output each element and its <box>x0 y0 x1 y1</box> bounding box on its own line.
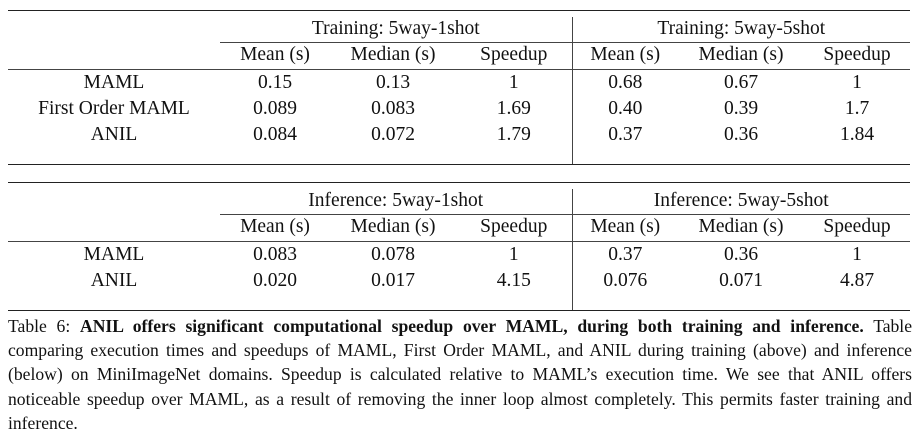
table-cell: 0.37 <box>608 124 643 145</box>
table-cell: 1.69 <box>456 96 573 122</box>
bottom-rule <box>8 294 910 311</box>
column-header-mean: Mean (s) <box>220 42 330 70</box>
caption-bold-summary: ANIL offers significant computational sp… <box>79 316 864 336</box>
row-label-method: MAML <box>83 72 145 93</box>
table-row: MAML 0.083 0.078 1 0.37 0.36 1 <box>8 241 910 268</box>
caption-label: Table 6: <box>8 316 71 336</box>
top-rule <box>8 10 910 17</box>
table-cell: 0.40 <box>608 98 643 119</box>
table-row: ANIL 0.020 0.017 4.15 0.076 0.071 4.87 <box>8 268 910 294</box>
table-cell: 0.13 <box>375 72 411 93</box>
table-cell: 0.083 <box>371 98 415 119</box>
table-cell: 0.36 <box>723 124 759 145</box>
column-header-median: Median (s) <box>678 42 804 70</box>
column-header-median: Median (s) <box>330 214 456 242</box>
group-header-inference-5shot: Inference: 5way-5shot <box>572 189 910 215</box>
table-cell: 0.078 <box>371 244 415 265</box>
table-cell: 0.083 <box>253 244 297 265</box>
row-label-method: First Order MAML <box>38 98 190 119</box>
table-cell: 1.84 <box>839 124 875 145</box>
column-header-mean: Mean (s) <box>572 214 678 242</box>
top-rule <box>8 182 910 189</box>
table-cell: 0.67 <box>723 72 759 93</box>
table-cell: 0.020 <box>253 270 297 291</box>
table-cell: 0.084 <box>253 124 297 145</box>
table-caption: Table 6: ANIL offers significant computa… <box>8 314 912 435</box>
group-header-row: Inference: 5way-1shot Inference: 5way-5s… <box>8 189 910 215</box>
table-cell: 0.076 <box>603 270 648 291</box>
column-header-speedup: Speedup <box>456 214 573 242</box>
table-cell: 0.68 <box>608 72 643 93</box>
caption-body: Table comparing execution times and spee… <box>8 316 913 433</box>
table-cell: 0.071 <box>719 270 763 291</box>
group-header-inference-1shot: Inference: 5way-1shot <box>220 189 573 215</box>
row-label-method: ANIL <box>90 124 138 145</box>
row-label-method: MAML <box>83 244 145 265</box>
row-label-method: ANIL <box>90 270 138 291</box>
column-header-mean: Mean (s) <box>220 214 330 242</box>
table-row: First Order MAML 0.089 0.083 1.69 0.40 0… <box>8 96 910 122</box>
table-cell: 1 <box>852 72 862 93</box>
table-cell: 0.39 <box>723 98 759 119</box>
table-cell: 4.87 <box>839 270 875 291</box>
column-header-row: Mean (s) Median (s) Speedup Mean (s) Med… <box>8 42 910 70</box>
table-cell: 1.79 <box>456 122 573 148</box>
group-header-training-1shot: Training: 5way-1shot <box>220 17 573 43</box>
table-cell: 4.15 <box>456 268 573 294</box>
inference-time-table: Inference: 5way-1shot Inference: 5way-5s… <box>8 182 910 311</box>
table-cell: 1.7 <box>844 98 870 119</box>
bottom-rule <box>8 148 910 165</box>
table-cell: 0.15 <box>257 72 293 93</box>
table-row: ANIL 0.084 0.072 1.79 0.37 0.36 1.84 <box>8 122 910 148</box>
column-header-speedup: Speedup <box>804 214 910 242</box>
column-header-median: Median (s) <box>330 42 456 70</box>
column-header-speedup: Speedup <box>456 42 573 70</box>
column-header-mean: Mean (s) <box>572 42 678 70</box>
column-header-speedup: Speedup <box>804 42 910 70</box>
group-header-row: Training: 5way-1shot Training: 5way-5sho… <box>8 17 910 43</box>
table-cell: 0.36 <box>723 244 759 265</box>
group-header-training-5shot: Training: 5way-5shot <box>572 17 910 43</box>
table-cell: 0.089 <box>253 98 297 119</box>
table-cell: 0.37 <box>608 244 643 265</box>
table-cell: 0.072 <box>371 124 415 145</box>
column-header-row: Mean (s) Median (s) Speedup Mean (s) Med… <box>8 214 910 242</box>
table-cell: 1 <box>852 244 862 265</box>
table-cell: 1 <box>456 69 573 96</box>
column-header-median: Median (s) <box>678 214 804 242</box>
training-time-table: Training: 5way-1shot Training: 5way-5sho… <box>8 10 910 165</box>
table-cell: 0.017 <box>371 270 415 291</box>
table-row: MAML 0.15 0.13 1 0.68 0.67 1 <box>8 69 910 96</box>
table-cell: 1 <box>456 241 573 268</box>
